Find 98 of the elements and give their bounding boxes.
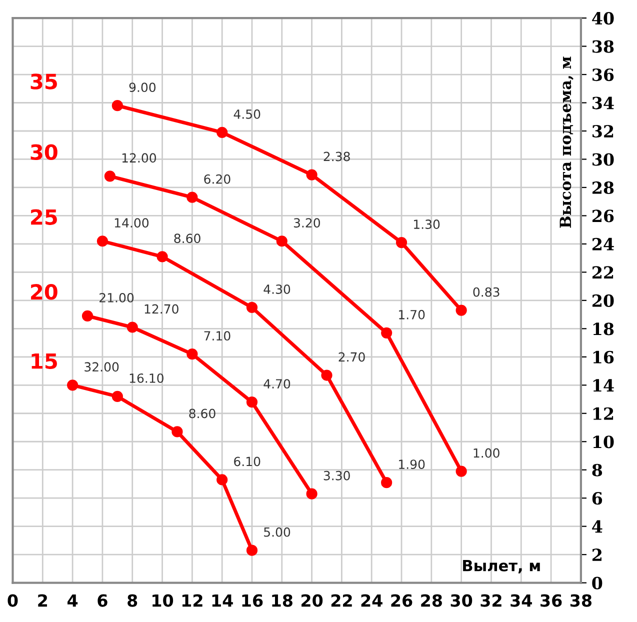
y-axis-title: Высота подъема, м: [560, 56, 574, 228]
point: [112, 100, 123, 112]
x-tick-label: 0: [8, 594, 18, 607]
point: [246, 544, 258, 556]
annotation: 2.38: [324, 152, 350, 162]
annotation: 32.00: [84, 362, 119, 372]
y-tick-label: 4: [592, 520, 602, 533]
y-tick-label: 6: [592, 492, 602, 505]
y-tick-label: 14: [593, 379, 614, 392]
annotation: 14.00: [114, 218, 149, 228]
annotation: 0.83: [473, 287, 500, 297]
point: [186, 192, 198, 203]
annotation: 6.10: [234, 456, 260, 466]
annotation: 3.20: [294, 218, 320, 228]
x-tick-label: 30: [450, 594, 472, 607]
annotation: 1.00: [474, 448, 500, 458]
annotation: 1.70: [399, 310, 425, 320]
point: [186, 348, 198, 360]
x-tick-label: 6: [98, 594, 108, 607]
annotation: 2.70: [338, 352, 365, 362]
y-tick-label: 0: [592, 576, 602, 590]
y-tick-label: 16: [593, 350, 614, 364]
point: [276, 236, 288, 247]
annotation: 4.70: [264, 379, 290, 389]
x-tick-label: 14: [212, 594, 233, 607]
y-tick-label: 2: [592, 548, 602, 561]
y-tick-label: 24: [592, 238, 614, 250]
point: [381, 327, 392, 338]
x-tick-label: 34: [510, 594, 532, 607]
point: [156, 251, 168, 262]
annotation: 21.00: [100, 292, 134, 302]
x-tick-label: 22: [331, 594, 352, 607]
point: [216, 126, 228, 138]
x-tick-label: 20: [302, 594, 323, 607]
text: 30: [30, 144, 58, 160]
x-tick-label: 38: [570, 594, 592, 607]
text: 35: [30, 74, 57, 90]
point: [456, 466, 467, 477]
x-tick-label: 10: [152, 594, 174, 607]
x-tick-label: 12: [182, 594, 202, 607]
annotation: 9.00: [129, 82, 156, 92]
point: [126, 322, 138, 333]
point: [246, 396, 258, 408]
point: [82, 310, 94, 322]
annotation: 8.60: [174, 234, 200, 244]
annotation: 12.00: [122, 153, 156, 163]
x-tick-label: 2: [38, 594, 47, 607]
annotation: 1.90: [399, 460, 425, 470]
point: [396, 236, 408, 248]
annotation: 1.30: [414, 220, 440, 230]
point: [112, 390, 123, 402]
point: [246, 302, 258, 314]
y-tick-label: 36: [592, 68, 614, 82]
annotation: 16.10: [130, 373, 164, 383]
annotation: 5.00: [264, 527, 290, 537]
y-tick-label: 18: [593, 322, 614, 336]
series-label: 20: [31, 284, 58, 300]
x-tick-label: 32: [480, 594, 502, 607]
annotation: 12.70: [144, 304, 178, 314]
point: [96, 236, 108, 247]
annotation: 7.10: [204, 331, 230, 341]
text: 25: [31, 209, 57, 225]
x-tick-label: 36: [540, 594, 562, 607]
y-tick-label: 34: [592, 96, 614, 110]
point: [381, 477, 392, 488]
series-label: 15: [32, 353, 57, 369]
y-tick-label: 32: [592, 124, 614, 138]
y-tick-label: 28: [592, 181, 614, 194]
point: [456, 304, 467, 316]
x-tick-label: 4: [68, 594, 78, 607]
x-tick-label: 18: [272, 594, 292, 607]
annotation: 4.30: [264, 284, 290, 294]
y-tick-label: 20: [592, 294, 614, 307]
y-tick-label: 38: [592, 40, 614, 53]
y-tick-label: 40: [592, 12, 614, 25]
y-tick-label: 30: [592, 153, 614, 166]
y-tick-label: 12: [593, 407, 614, 420]
annotation: 4.50: [234, 109, 260, 119]
point: [306, 488, 318, 500]
y-tick-label: 22: [592, 266, 614, 279]
point: [321, 370, 332, 381]
x-axis-title: Вылет, м: [463, 560, 540, 574]
annotation: 6.20: [204, 174, 230, 184]
point: [306, 169, 318, 180]
x-tick-label: 26: [391, 594, 412, 607]
annotation: 8.60: [189, 408, 216, 418]
point: [104, 170, 116, 182]
x-tick-label: 28: [421, 594, 442, 607]
point: [172, 426, 183, 438]
x-tick-label: 24: [361, 594, 382, 607]
x-tick-label: 8: [128, 594, 138, 607]
annotation: 3.30: [324, 470, 350, 480]
y-tick-label: 26: [592, 210, 614, 222]
point: [66, 380, 78, 391]
point: [216, 474, 228, 486]
y-tick-label: 8: [592, 464, 602, 476]
y-tick-label: 10: [593, 436, 614, 448]
x-tick-label: 16: [242, 594, 263, 607]
